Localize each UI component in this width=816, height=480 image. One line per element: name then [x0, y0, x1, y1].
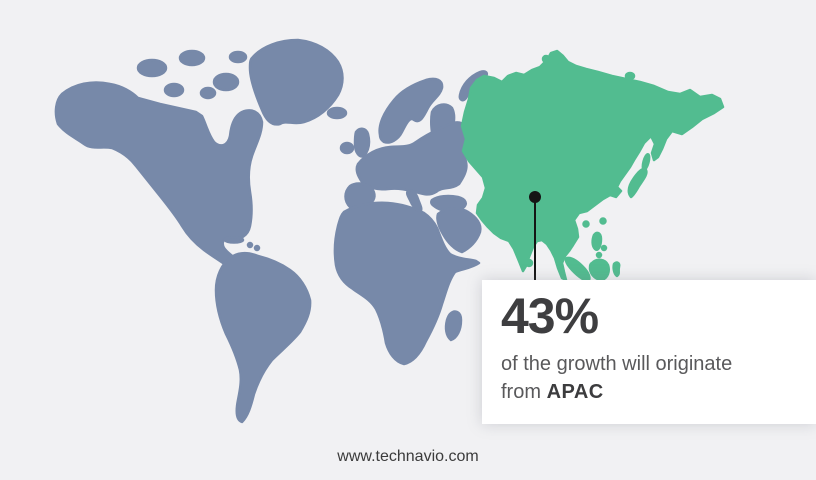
arctic-islands — [136, 58, 168, 78]
philippines — [591, 231, 603, 251]
footer-url[interactable]: www.technavio.com — [337, 448, 479, 465]
percent-value: 43% — [501, 288, 599, 344]
region-apac — [460, 49, 725, 283]
sakhalin — [641, 152, 651, 172]
callout-text-prefix: from — [501, 381, 547, 403]
arabia — [436, 207, 482, 254]
cuba — [223, 236, 245, 244]
arctic-islands — [199, 86, 217, 100]
region-rest-of-world — [54, 38, 489, 424]
continent-asia — [460, 49, 725, 282]
taiwan — [599, 217, 607, 225]
continent-africa — [333, 201, 481, 366]
arctic-islands — [178, 49, 206, 67]
scandinavia — [378, 77, 444, 144]
caribbean-island — [253, 244, 261, 252]
great-britain — [353, 127, 371, 158]
arctic-islands — [212, 72, 240, 92]
apac-marker-dot[interactable] — [529, 191, 541, 203]
ireland — [339, 141, 355, 155]
arctic-islands — [163, 82, 185, 98]
sulawesi — [612, 261, 621, 278]
continent-europe — [355, 121, 469, 196]
continent-south-america — [214, 252, 312, 424]
philippine-island — [595, 251, 603, 259]
iceland — [326, 106, 348, 120]
philippine-island — [600, 244, 608, 252]
greenland — [248, 38, 344, 126]
callout-text-line2: from APAC — [501, 378, 806, 406]
hainan — [582, 220, 590, 228]
svalbard — [541, 54, 551, 64]
sri-lanka — [524, 258, 534, 268]
borneo — [588, 258, 610, 282]
leader-line — [534, 197, 536, 281]
sumatra — [564, 256, 591, 283]
caribbean-island — [246, 241, 254, 249]
madagascar — [444, 310, 463, 342]
callout-region-name: APAC — [546, 381, 604, 403]
japan — [627, 167, 648, 199]
wrangel-island — [624, 71, 636, 81]
callout-card: 43% of the growth will originate from AP… — [482, 280, 816, 424]
callout-text-line1: of the growth will originate — [501, 353, 733, 375]
svalbard — [551, 58, 559, 66]
arctic-islands — [228, 50, 248, 64]
